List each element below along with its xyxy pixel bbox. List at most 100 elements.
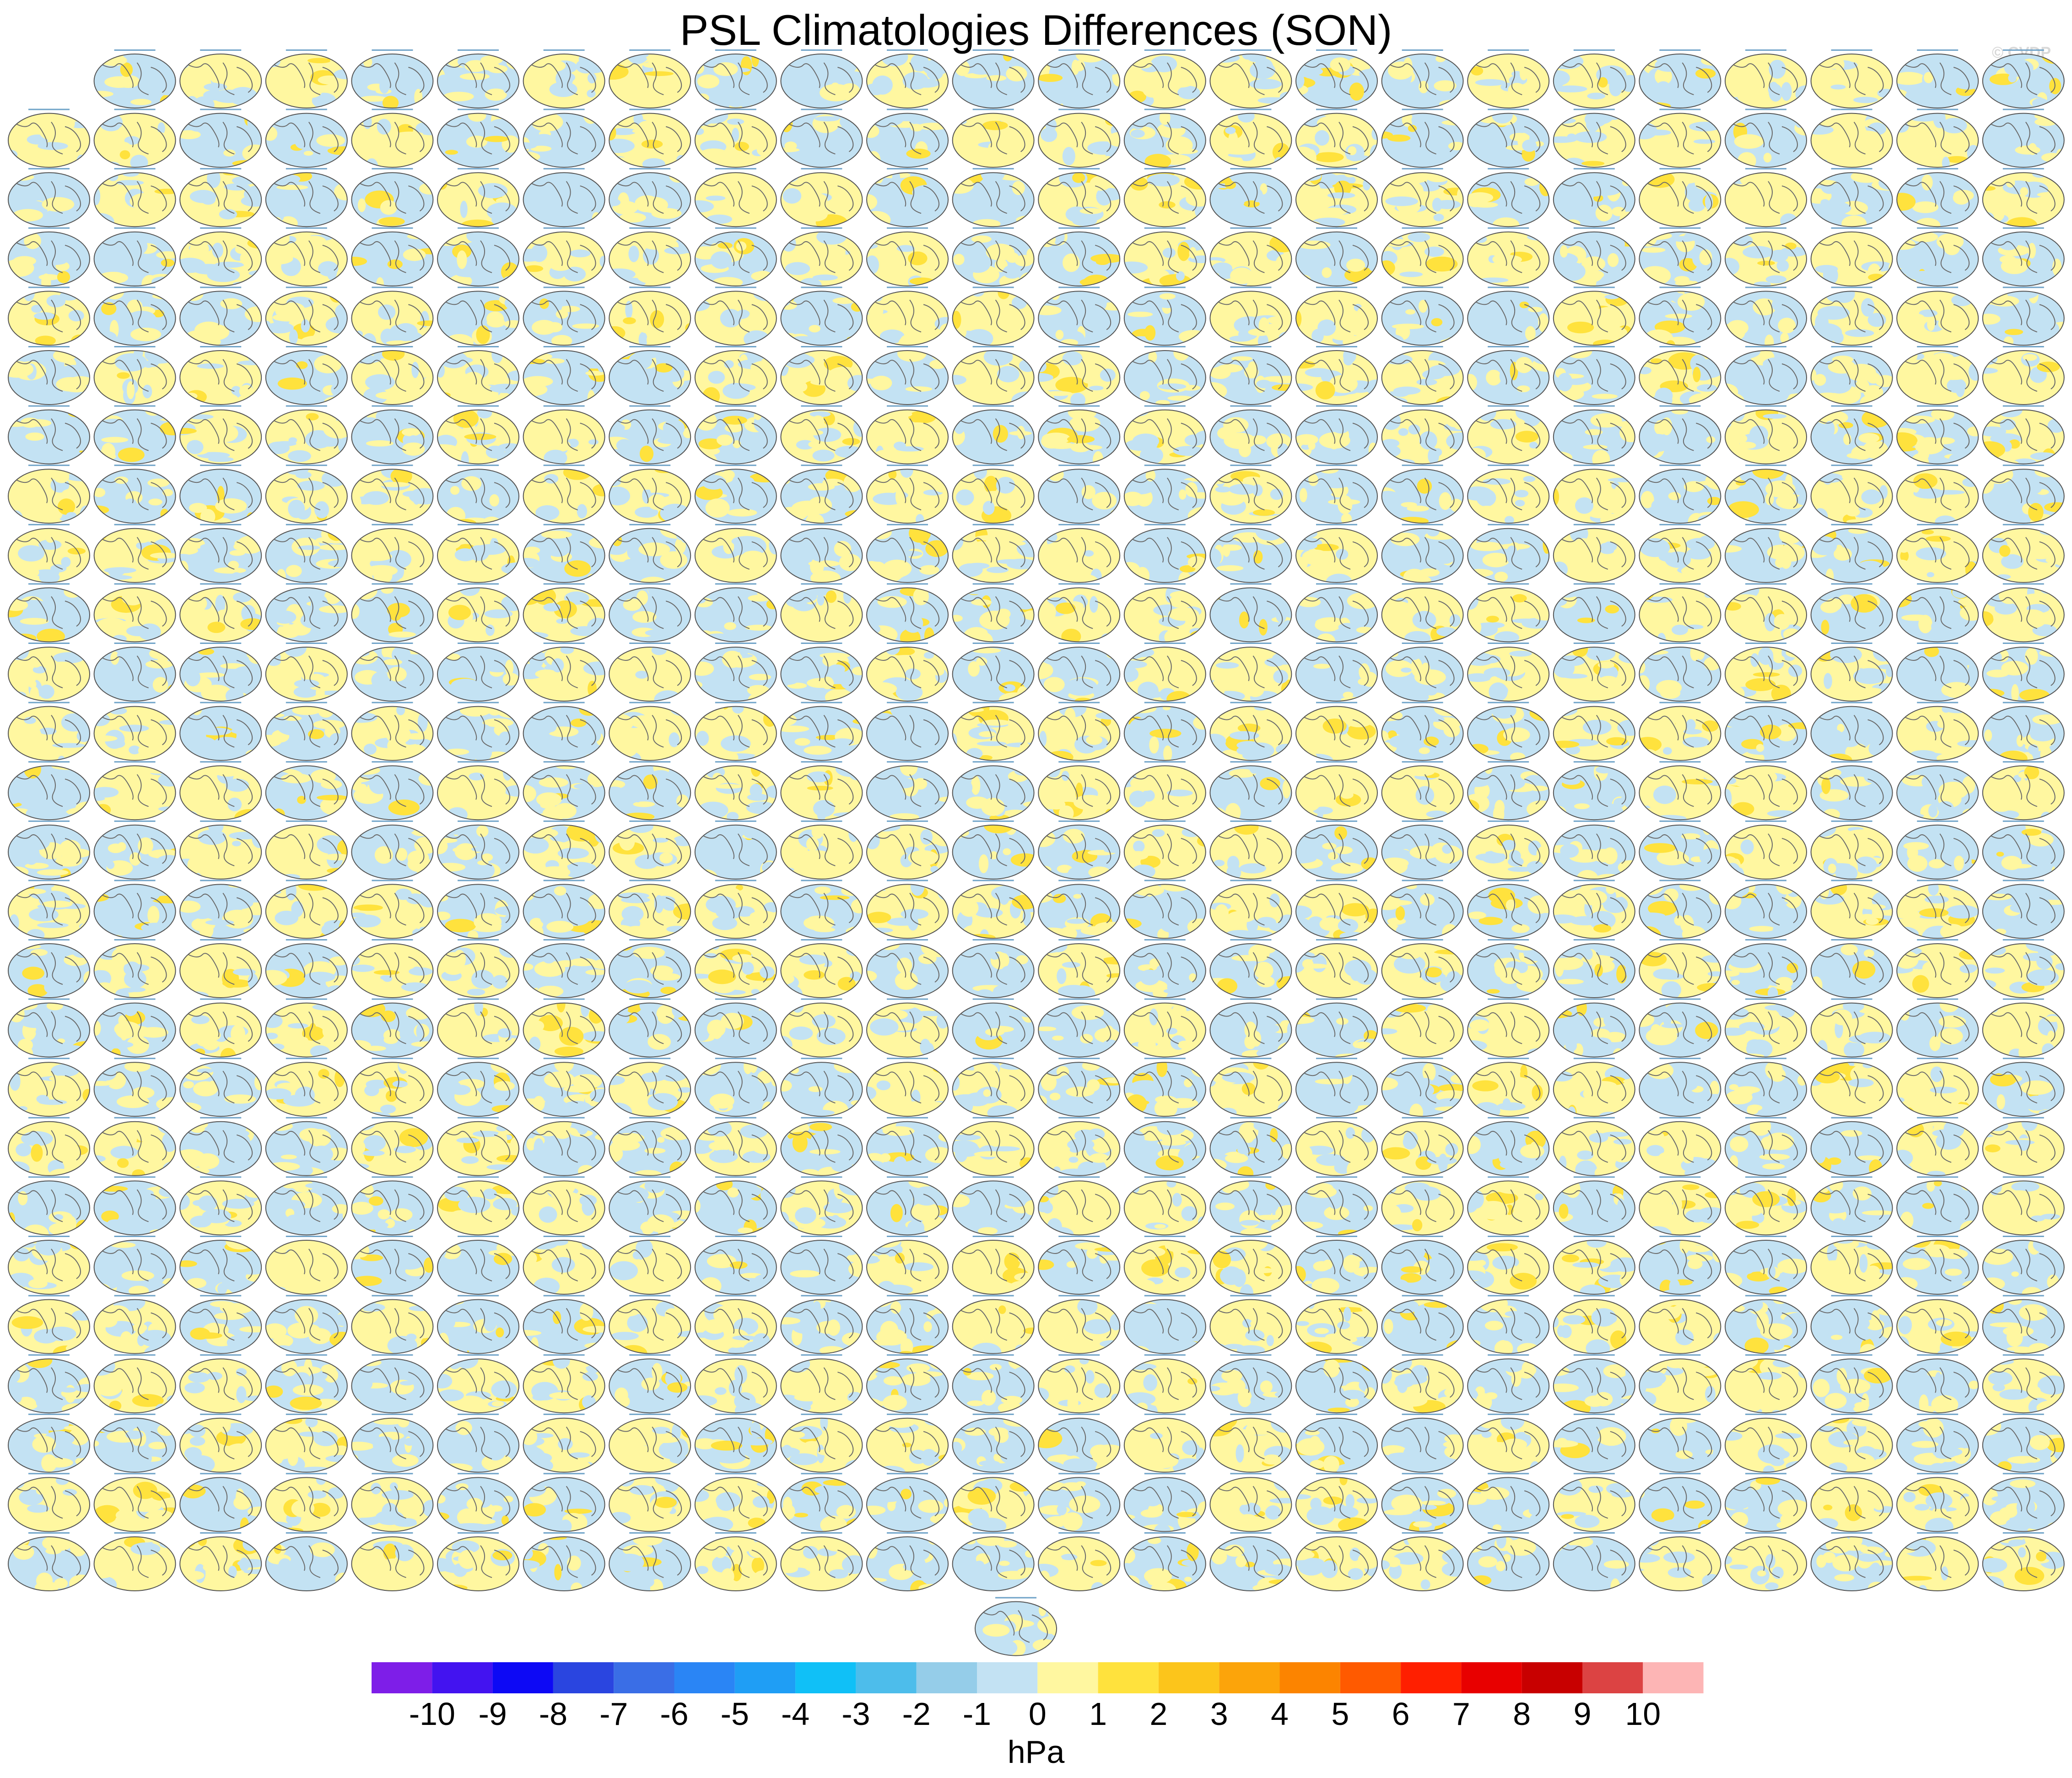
map-panel	[1896, 227, 1979, 286]
map-panel	[523, 286, 605, 346]
map-panel	[1295, 49, 1378, 108]
map-panel	[8, 227, 90, 286]
colorbar-swatch	[1522, 1662, 1582, 1693]
map-panel	[1467, 108, 1550, 168]
map-panel	[437, 168, 519, 227]
colorbar-swatch	[1219, 1662, 1280, 1693]
map-panel	[1982, 168, 2065, 227]
map-panel	[952, 227, 1035, 286]
map-panel	[1810, 405, 1893, 465]
map-panel	[437, 346, 519, 405]
map-panel	[437, 49, 519, 108]
map-panel	[952, 346, 1035, 405]
map-panel	[1467, 49, 1550, 108]
map-panel	[1810, 286, 1893, 346]
map-panel	[866, 286, 949, 346]
map-panel	[694, 346, 777, 405]
map-panel	[8, 346, 90, 405]
map-panel	[1639, 346, 1721, 405]
map-panel	[1209, 286, 1292, 346]
map-panel	[866, 227, 949, 286]
colorbar-swatch	[1158, 1662, 1219, 1693]
colorbar-swatch	[614, 1662, 674, 1693]
colorbar-swatch	[1037, 1662, 1098, 1693]
map-panel	[1639, 227, 1721, 286]
map-panel	[1982, 405, 2065, 465]
colorbar-swatch	[977, 1662, 1038, 1693]
colorbar-swatch	[795, 1662, 856, 1693]
map-panel	[351, 346, 434, 405]
colorbar-tick-label: -3	[842, 1696, 870, 1732]
map-panel	[351, 405, 434, 465]
map-panel	[523, 405, 605, 465]
colorbar-tick-label: -2	[902, 1696, 931, 1732]
map-panel	[1123, 108, 1206, 168]
map-panel	[179, 286, 262, 346]
map-panel	[1639, 405, 1721, 465]
map-panel	[1725, 49, 1807, 108]
map-panel	[1725, 286, 1807, 346]
colorbar-swatch	[492, 1662, 553, 1693]
map-panel	[609, 405, 691, 465]
colorbar-tick-label: 7	[1452, 1696, 1470, 1732]
map-panel	[93, 108, 176, 168]
map-panel	[952, 286, 1035, 346]
colorbar-tick-label: -4	[781, 1696, 810, 1732]
map-panel	[523, 227, 605, 286]
map-panel	[1810, 108, 1893, 168]
map-panel	[1123, 346, 1206, 405]
map-panel	[1381, 346, 1464, 405]
colorbar-swatch	[432, 1662, 493, 1693]
map-panel	[8, 108, 90, 168]
map-panel	[1725, 227, 1807, 286]
colorbar-swatch	[372, 1662, 432, 1693]
map-panel	[437, 227, 519, 286]
map-panel	[1896, 405, 1979, 465]
colorbar-tick-label: -7	[599, 1696, 628, 1732]
map-panel	[437, 286, 519, 346]
colorbar-tick-label: 4	[1271, 1696, 1289, 1732]
colorbar-tick-label: 8	[1513, 1696, 1531, 1732]
map-panel	[1295, 405, 1378, 465]
map-panel	[1810, 227, 1893, 286]
colorbar-tick-label: -8	[539, 1696, 568, 1732]
colorbar-tick-label: 0	[1028, 1696, 1047, 1732]
map-panel	[1381, 49, 1464, 108]
colorbar-swatch	[1340, 1662, 1401, 1693]
map-panel	[1639, 108, 1721, 168]
map-panel	[1810, 168, 1893, 227]
map-panel	[694, 227, 777, 286]
colorbar-tick-label: -5	[720, 1696, 749, 1732]
map-panel	[609, 346, 691, 405]
map-panel	[866, 346, 949, 405]
colorbar-tick-label: 9	[1573, 1696, 1592, 1732]
map-panel	[1810, 49, 1893, 108]
map-panel	[351, 168, 434, 227]
map-panel	[265, 227, 348, 286]
map-panel	[1381, 405, 1464, 465]
colorbar-tick-label: 3	[1210, 1696, 1228, 1732]
map-panel	[609, 168, 691, 227]
map-panel	[1553, 108, 1635, 168]
map-panel	[265, 346, 348, 405]
colorbar-tick-label: 10	[1625, 1696, 1661, 1732]
colorbar-swatch	[674, 1662, 735, 1693]
map-panel	[780, 108, 863, 168]
map-panel	[1896, 286, 1979, 346]
colorbar-swatch	[1401, 1662, 1462, 1693]
map-panel	[1982, 49, 2065, 108]
map-panel	[351, 286, 434, 346]
colorbar-swatch	[856, 1662, 917, 1693]
colorbar-swatch	[1643, 1662, 1704, 1693]
colorbar-swatch	[1582, 1662, 1643, 1693]
colorbar-units: hPa	[1007, 1734, 1065, 1770]
colorbar-tick-label: -9	[478, 1696, 507, 1732]
map-panel	[265, 108, 348, 168]
colorbar-swatch	[1461, 1662, 1522, 1693]
colorbar-swatch	[916, 1662, 977, 1693]
colorbar-tick-label: 6	[1392, 1696, 1410, 1732]
map-panel	[179, 465, 262, 524]
map-panel	[1038, 346, 1121, 405]
colorbar-swatch	[553, 1662, 614, 1693]
